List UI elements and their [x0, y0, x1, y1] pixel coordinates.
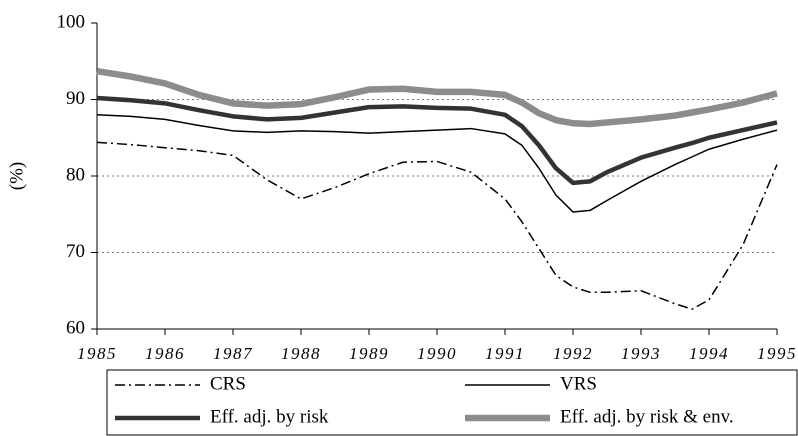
x-tick-label: 1994 — [689, 344, 729, 363]
legend-label: Eff. adj. by risk & env. — [560, 406, 734, 427]
x-tick-label: 1992 — [553, 344, 593, 363]
x-tick-label: 1995 — [757, 344, 797, 363]
x-tick-label: 1993 — [621, 344, 661, 363]
x-tick-label: 1987 — [213, 344, 253, 363]
legend-label: CRS — [210, 373, 246, 394]
series-line — [96, 141, 778, 310]
x-tick-label: 1988 — [281, 344, 321, 363]
x-tick-label: 1989 — [349, 344, 389, 363]
y-tick-label: 80 — [66, 164, 85, 185]
y-axis-label: (%) — [6, 162, 27, 190]
series-line — [96, 114, 778, 213]
y-tick-label: 60 — [66, 317, 85, 338]
series-line — [96, 67, 778, 128]
legend-box — [106, 369, 798, 436]
x-tick-label: 1990 — [417, 344, 457, 363]
x-tick-label: 1991 — [485, 344, 525, 363]
y-tick-label: 100 — [57, 11, 86, 32]
legend-label: VRS — [560, 373, 597, 394]
x-tick-label: 1986 — [145, 344, 185, 363]
y-tick-label: 90 — [66, 88, 85, 109]
series-line — [96, 95, 778, 186]
x-tick-label: 1985 — [77, 344, 117, 363]
y-tick-label: 70 — [66, 241, 85, 262]
legend-label: Eff. adj. by risk — [210, 406, 329, 427]
